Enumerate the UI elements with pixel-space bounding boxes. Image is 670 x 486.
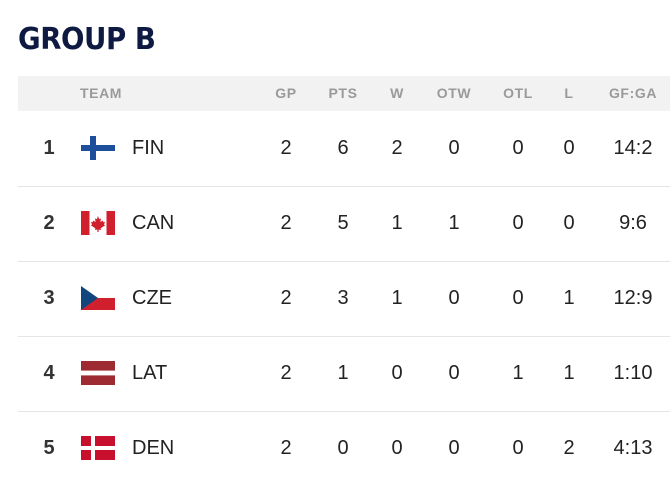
games-played: 2 (280, 137, 292, 159)
losses: 1 (563, 287, 575, 309)
points: 3 (337, 287, 349, 309)
column-header-w[interactable]: W (390, 85, 404, 101)
overtime-wins: 0 (448, 437, 460, 459)
wins: 1 (391, 212, 403, 234)
overtime-losses: 0 (512, 437, 524, 459)
team-name[interactable]: DEN (132, 437, 175, 459)
games-played: 2 (280, 287, 292, 309)
losses: 0 (563, 212, 575, 234)
wins: 1 (391, 287, 403, 309)
standings-row[interactable]: 3 CZE 2 3 1 0 0 1 12:9 (18, 261, 670, 337)
points: 1 (337, 362, 349, 384)
column-header-team[interactable]: TEAM (80, 85, 123, 101)
standings-row[interactable]: 1 FIN 2 6 2 0 0 0 14:2 (18, 111, 670, 187)
overtime-losses: 0 (512, 287, 524, 309)
overtime-losses: 0 (512, 212, 524, 234)
column-header-otw[interactable]: OTW (436, 85, 472, 101)
rank: 4 (43, 362, 55, 384)
goals-for-against: 12:9 (613, 287, 653, 309)
overtime-wins: 1 (448, 212, 460, 234)
team-name[interactable]: LAT (132, 362, 168, 384)
standings-row[interactable]: 4 LAT 2 1 0 0 1 1 1:10 (18, 336, 670, 412)
games-played: 2 (280, 212, 292, 234)
czechia-flag-icon (81, 286, 115, 310)
wins: 0 (391, 437, 403, 459)
goals-for-against: 4:13 (613, 437, 653, 459)
points: 5 (337, 212, 349, 234)
overtime-losses: 1 (512, 362, 524, 384)
denmark-flag-icon (81, 436, 115, 460)
column-header-pts[interactable]: PTS (328, 85, 358, 101)
finland-flag-icon (81, 136, 115, 160)
overtime-losses: 0 (512, 137, 524, 159)
rank: 1 (43, 137, 55, 159)
goals-for-against: 1:10 (613, 362, 653, 384)
losses: 1 (563, 362, 575, 384)
column-header-l[interactable]: L (564, 85, 574, 101)
overtime-wins: 0 (448, 137, 460, 159)
standings-row[interactable]: 5 DEN 2 0 0 0 0 2 4:13 (18, 411, 670, 486)
column-header-otl[interactable]: OTL (503, 85, 533, 101)
games-played: 2 (280, 437, 292, 459)
standings-row[interactable]: 2 CAN 2 5 1 1 0 0 9:6 (18, 186, 670, 262)
wins: 0 (391, 362, 403, 384)
standings-header: TEAM GP PTS W OTW OTL L GF:GA (18, 76, 670, 111)
goals-for-against: 14:2 (613, 137, 653, 159)
losses: 0 (563, 137, 575, 159)
rank: 5 (43, 437, 55, 459)
games-played: 2 (280, 362, 292, 384)
rank: 3 (43, 287, 55, 309)
team-name[interactable]: CAN (132, 212, 175, 234)
team-name[interactable]: FIN (132, 137, 165, 159)
points: 0 (337, 437, 349, 459)
group-title: GROUP B (18, 22, 156, 57)
column-header-gp[interactable]: GP (275, 85, 297, 101)
column-header-gfga[interactable]: GF:GA (608, 85, 658, 101)
overtime-wins: 0 (448, 287, 460, 309)
rank: 2 (43, 212, 55, 234)
points: 6 (337, 137, 349, 159)
overtime-wins: 0 (448, 362, 460, 384)
goals-for-against: 9:6 (619, 212, 647, 234)
team-name[interactable]: CZE (132, 287, 172, 309)
wins: 2 (391, 137, 403, 159)
latvia-flag-icon (81, 361, 115, 385)
canada-flag-icon (81, 211, 115, 235)
losses: 2 (563, 437, 575, 459)
